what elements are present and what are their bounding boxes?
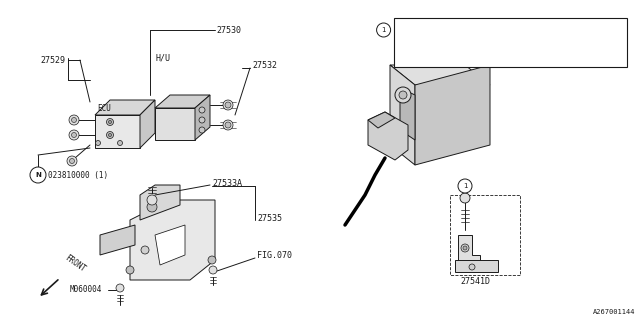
Polygon shape [368,112,408,160]
Text: 010008200(2): 010008200(2) [415,52,466,58]
Circle shape [67,156,77,166]
Text: ECU: ECU [97,103,111,113]
Circle shape [395,87,411,103]
Polygon shape [390,65,415,165]
Polygon shape [415,65,490,165]
Circle shape [72,117,77,123]
Text: 1: 1 [463,183,467,189]
Polygon shape [155,108,195,140]
Text: N: N [35,172,41,178]
Circle shape [376,23,390,37]
Circle shape [223,120,233,130]
Bar [450,195,520,275]
Polygon shape [390,65,490,85]
Text: <      -'08MY0706): < -'08MY0706) [529,52,600,58]
Text: FRONT: FRONT [63,253,87,274]
Circle shape [209,266,217,274]
Text: 023810000 (1): 023810000 (1) [48,171,108,180]
Polygon shape [95,115,140,148]
Polygon shape [95,100,155,115]
Circle shape [72,132,77,138]
Circle shape [69,130,79,140]
Circle shape [116,284,124,292]
Text: 27529: 27529 [40,55,65,65]
Circle shape [141,246,149,254]
Text: M060004: M060004 [415,27,444,33]
Circle shape [399,91,407,99]
Circle shape [106,118,113,125]
Text: 1: 1 [381,27,386,33]
Polygon shape [140,100,155,148]
Polygon shape [140,185,180,220]
Polygon shape [195,95,210,140]
Text: 27533A: 27533A [212,179,242,188]
Bar [394,18,627,67]
Circle shape [147,202,157,212]
Text: 27530: 27530 [216,26,241,35]
Circle shape [147,195,157,205]
Circle shape [225,122,231,128]
Circle shape [70,158,74,164]
Circle shape [199,117,205,123]
Circle shape [223,100,233,110]
Circle shape [225,102,231,108]
Polygon shape [455,260,498,272]
Circle shape [106,132,113,139]
Text: 27541D: 27541D [460,277,490,286]
Circle shape [69,115,79,125]
Circle shape [458,179,472,193]
Polygon shape [458,235,480,265]
Circle shape [469,264,475,270]
Text: B: B [400,52,405,57]
Circle shape [109,133,111,137]
Text: ('09MY0706-     ): ('09MY0706- ) [529,27,596,33]
Circle shape [463,246,467,250]
Circle shape [199,107,205,113]
Polygon shape [130,200,215,280]
Circle shape [30,167,46,183]
Text: 27532: 27532 [252,60,277,69]
Text: A267001144: A267001144 [593,309,635,315]
Text: FIG.070: FIG.070 [257,252,292,260]
Circle shape [109,121,111,124]
Circle shape [118,140,122,146]
Circle shape [461,244,469,252]
Circle shape [126,266,134,274]
Text: 27535: 27535 [257,213,282,222]
Text: M060004: M060004 [70,285,102,294]
Circle shape [95,140,100,146]
Polygon shape [400,88,415,140]
Text: H/U: H/U [155,53,170,62]
Circle shape [460,193,470,203]
Polygon shape [155,225,185,265]
Circle shape [397,49,408,61]
Polygon shape [100,225,135,255]
Circle shape [199,127,205,133]
Polygon shape [155,95,210,108]
Polygon shape [368,112,395,128]
Circle shape [208,256,216,264]
